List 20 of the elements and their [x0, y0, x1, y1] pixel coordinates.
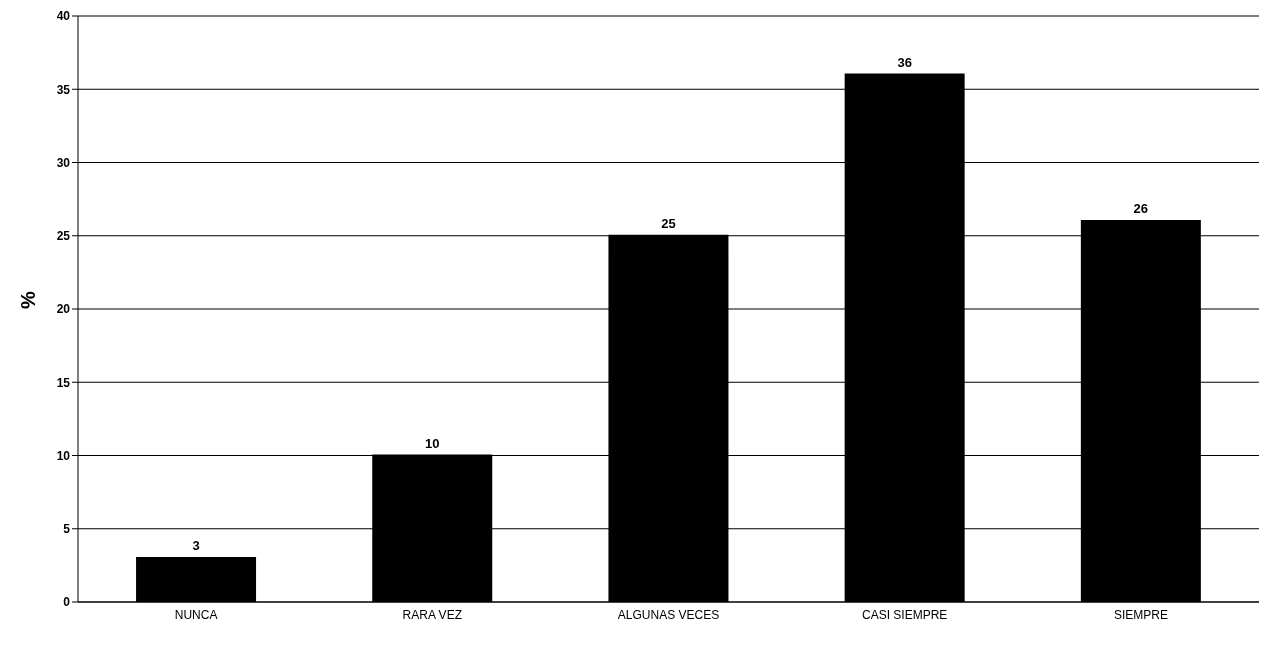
data-label: 3	[192, 538, 200, 554]
y-axis-title: %	[17, 291, 40, 309]
x-tick-label: CASI SIEMPRE	[862, 607, 948, 622]
y-tick-label: 0	[63, 595, 71, 610]
y-tick-label: 30	[56, 155, 71, 170]
y-tick-label: 25	[56, 229, 71, 244]
y-tick-label: 15	[56, 375, 71, 390]
x-tick-label: RARA VEZ	[402, 607, 462, 622]
y-tick-label: 20	[56, 302, 71, 317]
data-label: 36	[897, 54, 912, 70]
y-tick-label: 40	[56, 9, 71, 24]
x-tick-label: SIEMPRE	[1113, 607, 1168, 622]
y-tick-label: 10	[56, 448, 71, 463]
y-tick-label: 5	[63, 522, 71, 537]
x-tick-label: NUNCA	[174, 607, 218, 622]
y-tick-label: 35	[56, 82, 71, 97]
x-tick-label: ALGUNAS VECES	[617, 607, 720, 622]
data-label: 10	[425, 435, 440, 451]
data-label: 25	[661, 215, 676, 231]
data-label: 26	[1133, 201, 1149, 217]
